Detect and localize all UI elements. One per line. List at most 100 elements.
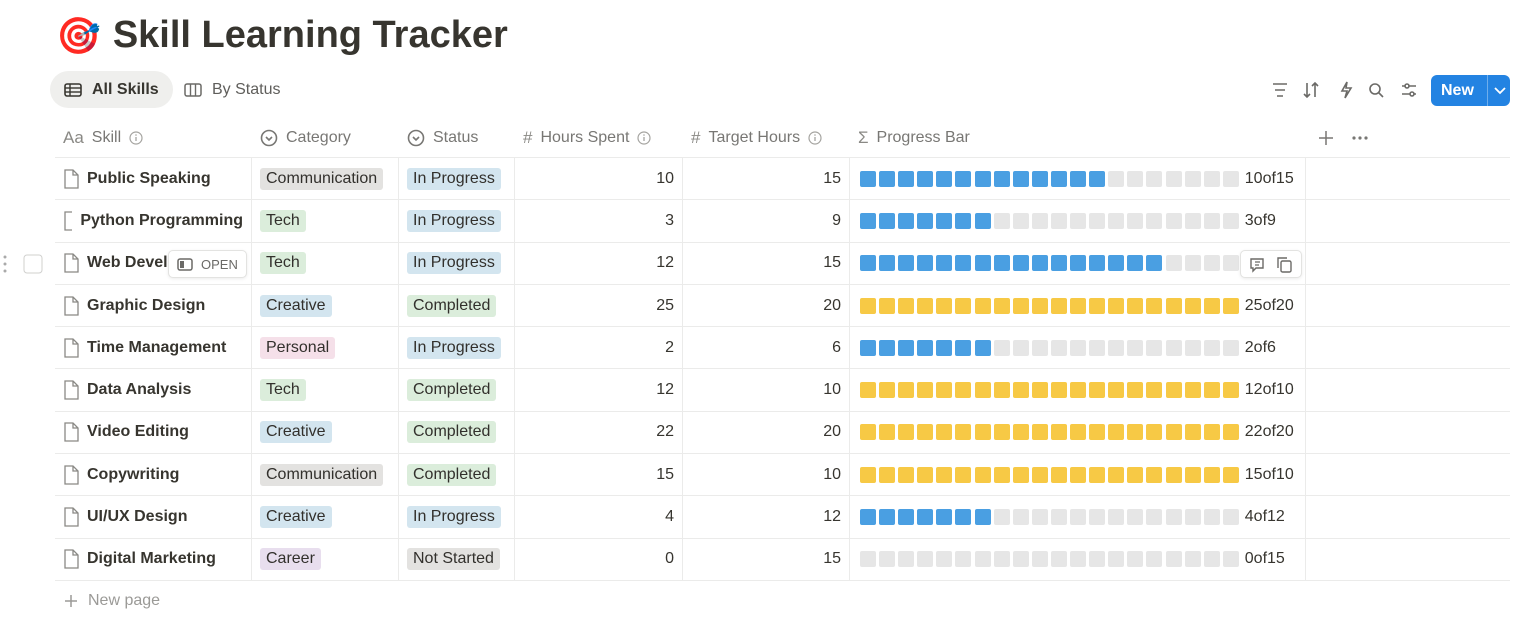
hours-value: 3 — [665, 211, 674, 229]
more-icon[interactable] — [1352, 135, 1368, 141]
new-page-button[interactable]: New page — [64, 592, 160, 610]
progress-square — [879, 382, 896, 399]
category-tag: Communication — [260, 167, 384, 190]
view-tab[interactable]: All Skills — [50, 71, 173, 108]
column-name: Skill — [91, 128, 122, 146]
progress-square — [917, 170, 934, 187]
progress-square — [1070, 255, 1087, 272]
target-value: 6 — [832, 338, 841, 356]
progress-square — [1050, 339, 1067, 356]
progress-square — [1146, 170, 1163, 187]
category-tag: Creative — [260, 506, 332, 529]
progress-square — [898, 466, 915, 483]
progress-square — [1108, 212, 1125, 229]
row-actions[interactable] — [1240, 250, 1302, 278]
progress-square — [917, 255, 934, 272]
progress-square — [1165, 382, 1182, 399]
progress-square — [1089, 424, 1106, 441]
progress-bar — [860, 255, 1239, 272]
progress-square — [974, 297, 991, 314]
info-icon — [808, 130, 822, 145]
empty-cell — [1306, 454, 1510, 495]
status-cell: In Progress — [399, 496, 515, 538]
progress-square — [1012, 509, 1029, 526]
progress-square — [879, 212, 896, 229]
progress-square — [1222, 424, 1239, 441]
view-label: By Status — [212, 80, 281, 98]
table: Aa Skill Category Status # Hours Spent # Target… — [55, 118, 1510, 581]
progress-square — [1031, 382, 1048, 399]
category-cell: Career — [252, 538, 399, 580]
open-button[interactable]: OPEN — [168, 250, 247, 278]
info-icon — [637, 130, 652, 145]
progress-square — [860, 509, 876, 526]
table-row: Time Management Personal In Progress 2 6 2of6 — [55, 327, 1510, 370]
progress-square — [1165, 424, 1182, 441]
progress-square — [974, 382, 991, 399]
page-icon — [64, 465, 79, 485]
progress-square — [1050, 551, 1067, 568]
progress-square — [1146, 255, 1163, 272]
progress-square — [879, 339, 896, 356]
row-hover-controls[interactable] — [0, 253, 45, 275]
skill-name: Data Analysis — [87, 381, 192, 399]
progress-square — [1050, 466, 1067, 483]
status-cell: In Progress — [399, 327, 515, 369]
progress-cell — [850, 242, 1306, 284]
progress-square — [1127, 297, 1144, 314]
table-row: Video Editing Creative Completed 22 20 22of20 — [55, 411, 1510, 455]
progress-square — [1203, 509, 1220, 526]
view-tab[interactable]: By Status — [170, 71, 294, 108]
status-tag: In Progress — [407, 252, 501, 275]
progress-square — [936, 297, 953, 314]
progress-square — [1203, 339, 1220, 356]
target-value: 15 — [823, 254, 841, 272]
column-actions[interactable] — [1306, 118, 1510, 157]
page-icon — [64, 211, 73, 231]
hours-cell: 22 — [515, 411, 683, 454]
progress-square — [1127, 466, 1144, 483]
progress-square — [993, 339, 1010, 356]
plus-icon — [65, 595, 77, 607]
hours-cell: 12 — [515, 242, 683, 284]
column-icon: # — [523, 127, 533, 147]
progress-square — [1050, 424, 1067, 441]
progress-square — [898, 551, 915, 568]
progress-square — [1203, 255, 1220, 272]
empty-cell — [1306, 496, 1510, 537]
page-icon — [64, 253, 79, 273]
target-cell: 20 — [683, 411, 850, 454]
hours-value: 0 — [665, 550, 674, 568]
progress-bar — [860, 339, 1239, 356]
progress-square — [1127, 339, 1144, 356]
category-cell: Creative — [252, 284, 399, 327]
progress-square — [1070, 297, 1087, 314]
progress-square — [879, 255, 896, 272]
table-row: Data Analysis Tech Completed 12 10 12of10 — [55, 369, 1510, 412]
empty-cell — [1306, 539, 1510, 580]
progress-square — [1203, 297, 1220, 314]
progress-square — [1222, 255, 1239, 272]
progress-square — [1203, 466, 1220, 483]
skill-cell: Graphic Design — [55, 284, 252, 327]
progress-square — [1203, 170, 1220, 187]
select-icon — [407, 129, 425, 146]
progress-square — [1108, 509, 1125, 526]
status-tag: Completed — [407, 379, 497, 402]
target-cell: 6 — [683, 327, 850, 369]
info-icon — [129, 130, 143, 145]
add-column[interactable] — [1318, 130, 1334, 146]
progress-square — [1146, 339, 1163, 356]
status-cell: Completed — [399, 284, 515, 327]
status-cell: In Progress — [399, 158, 515, 200]
target-cell: 10 — [683, 369, 850, 411]
target-cell: 9 — [683, 200, 850, 242]
progress-square — [1089, 170, 1106, 187]
toolbar-icons[interactable] — [1266, 78, 1426, 102]
progress-cell: 10of15 — [850, 158, 1306, 200]
new-button[interactable]: New — [1431, 75, 1510, 106]
progress-square — [993, 466, 1010, 483]
progress-square — [955, 170, 972, 187]
skill-name: Graphic Design — [87, 296, 206, 314]
progress-square — [1108, 424, 1125, 441]
